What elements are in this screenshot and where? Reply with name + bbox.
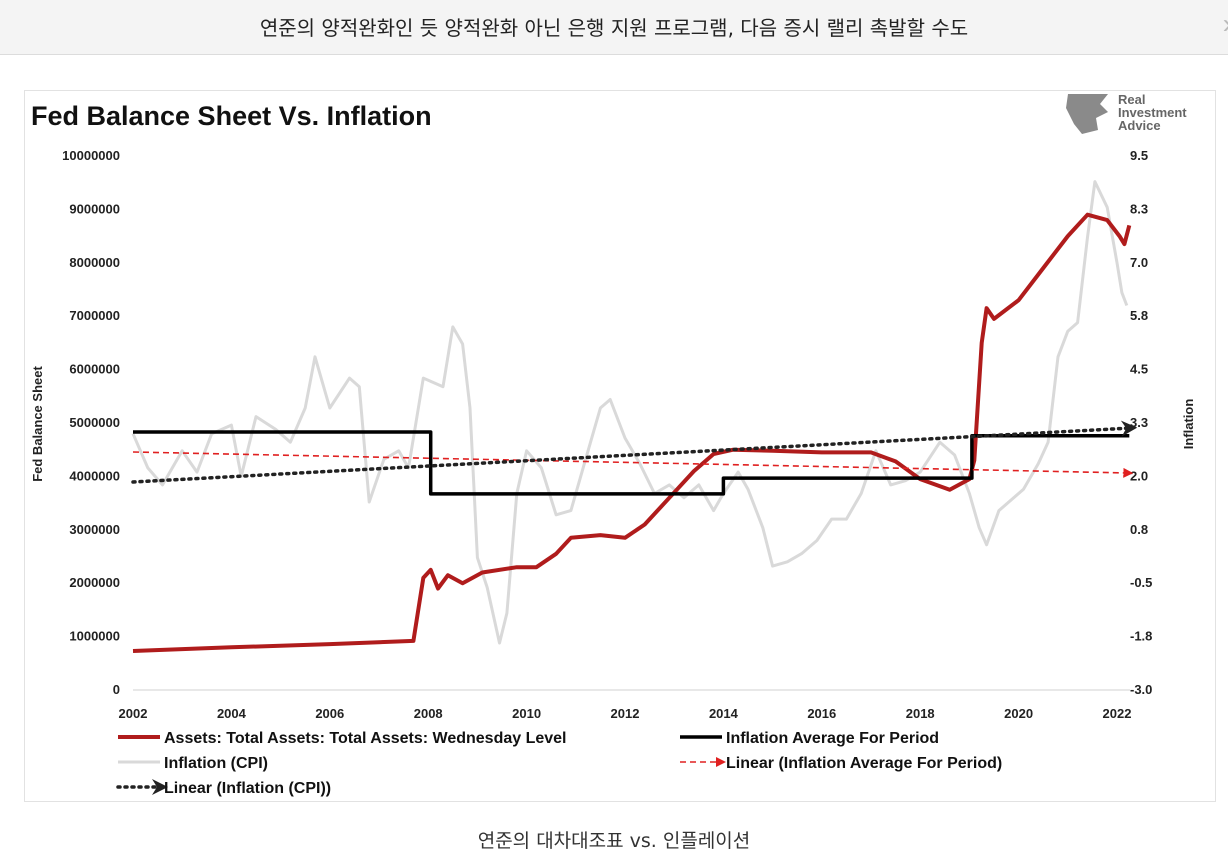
- y2-tick-label: 3.3: [1130, 415, 1148, 430]
- y-tick-label: 7000000: [69, 308, 120, 323]
- series-step-black: [133, 430, 1130, 496]
- logo: Real Investment Advice: [1066, 92, 1187, 134]
- y-tick-label: 3000000: [69, 522, 120, 537]
- chevron-right-icon[interactable]: ›: [1223, 8, 1228, 40]
- legend-label: Inflation (CPI): [164, 755, 268, 772]
- series-solid-gray: [131, 180, 1129, 645]
- y2-tick-label: 9.5: [1130, 148, 1148, 163]
- x-tick-label: 2018: [906, 706, 935, 721]
- chart-title: Fed Balance Sheet Vs. Inflation: [31, 101, 432, 131]
- legend-item: Inflation (CPI): [118, 755, 268, 772]
- logo-line: Investment: [1118, 105, 1187, 120]
- legend-item: Linear (Inflation (CPI)): [116, 779, 331, 797]
- series-solid-red: [132, 212, 1132, 653]
- x-tick-label: 2006: [315, 706, 344, 721]
- legend-label: Linear (Inflation Average For Period): [726, 755, 1002, 772]
- logo-line: Real: [1118, 92, 1145, 107]
- y2-tick-label: 2.0: [1130, 468, 1148, 483]
- y-tick-label: 4000000: [69, 468, 120, 483]
- article-header: 연준의 양적완화인 듯 양적완화 아닌 은행 지원 프로그램, 다음 증시 랠리…: [0, 0, 1228, 55]
- y2-tick-label: 0.8: [1130, 522, 1148, 537]
- y-axis-label: Fed Balance Sheet: [30, 366, 45, 482]
- x-tick-label: 2020: [1004, 706, 1033, 721]
- x-tick-label: 2010: [512, 706, 541, 721]
- y2-tick-label: -0.5: [1130, 575, 1152, 590]
- legend-item: Linear (Inflation Average For Period): [680, 755, 1002, 772]
- y2-tick-label: -3.0: [1130, 682, 1152, 697]
- logo-line: Advice: [1118, 118, 1161, 133]
- chart-panel: [24, 90, 1216, 802]
- y2-tick-label: 7.0: [1130, 255, 1148, 270]
- image-caption: 연준의 대차대조표 vs. 인플레이션: [477, 830, 751, 852]
- y-tick-label: 9000000: [69, 201, 120, 216]
- x-tick-label: 2008: [414, 706, 443, 721]
- x-tick-label: 2016: [807, 706, 836, 721]
- legend-item: Inflation Average For Period: [680, 730, 939, 747]
- article-title: 연준의 양적완화인 듯 양적완화 아닌 은행 지원 프로그램, 다음 증시 랠리…: [259, 16, 969, 40]
- x-tick-label: 2022: [1103, 706, 1132, 721]
- y-tick-label: 1000000: [69, 629, 120, 644]
- legend-label: Assets: Total Assets: Total Assets: Wedn…: [164, 730, 567, 747]
- x-tick-label: 2014: [709, 706, 739, 721]
- y2-tick-label: -1.8: [1130, 629, 1152, 644]
- y-tick-label: 8000000: [69, 255, 120, 270]
- y-tick-label: 2000000: [69, 575, 120, 590]
- y2-tick-label: 4.5: [1130, 362, 1148, 377]
- series-dotted-black-arrow: [131, 420, 1138, 484]
- y-tick-label: 10000000: [62, 148, 120, 163]
- y-tick-label: 6000000: [69, 362, 120, 377]
- y2-tick-label: 8.3: [1130, 201, 1148, 216]
- x-tick-label: 2004: [217, 706, 247, 721]
- logo-text: Real Investment Advice: [1118, 92, 1187, 133]
- legend-item: Assets: Total Assets: Total Assets: Wedn…: [118, 730, 567, 747]
- eagle-logo-icon: [1066, 94, 1108, 134]
- y-tick-label: 0: [113, 682, 120, 697]
- y2-tick-label: 5.8: [1130, 308, 1148, 323]
- x-tick-label: 2002: [119, 706, 148, 721]
- series-dashed-red-arrow: [132, 451, 1134, 478]
- x-tick-label: 2012: [611, 706, 640, 721]
- y-tick-label: 5000000: [69, 415, 120, 430]
- y2-axis-label: Inflation: [1181, 399, 1196, 450]
- legend-label: Linear (Inflation (CPI)): [164, 780, 331, 797]
- legend-label: Inflation Average For Period: [726, 730, 939, 747]
